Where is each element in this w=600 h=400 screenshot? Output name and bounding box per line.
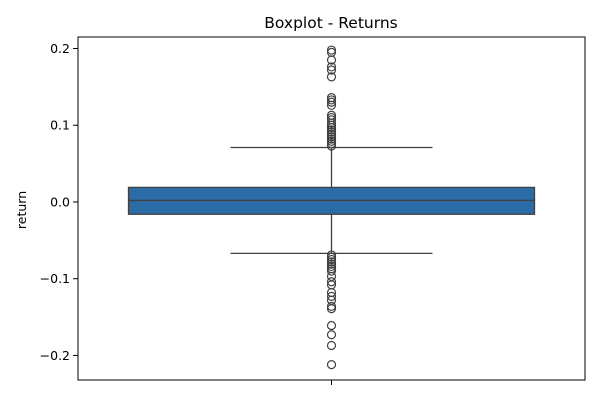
outlier-point bbox=[326, 132, 337, 142]
outlier-point bbox=[326, 261, 337, 272]
outlier-point bbox=[326, 65, 337, 75]
outlier-point bbox=[326, 320, 337, 331]
outlier-point bbox=[326, 139, 337, 149]
outlier-point bbox=[326, 360, 337, 370]
outlier-point bbox=[326, 134, 337, 144]
outlier-point bbox=[326, 340, 337, 351]
y-tick-label: −0.1 bbox=[40, 271, 70, 286]
outlier-point bbox=[326, 95, 337, 105]
outlier-point bbox=[326, 125, 337, 135]
y-axis-label: return bbox=[14, 191, 29, 229]
y-tick-label: 0.2 bbox=[50, 41, 70, 56]
y-tick-label: 0.0 bbox=[50, 194, 70, 209]
outlier-point bbox=[326, 120, 337, 130]
outlier-point bbox=[326, 266, 337, 276]
outlier-point bbox=[326, 250, 337, 260]
outlier-point bbox=[326, 127, 337, 137]
y-tick-label: 0.1 bbox=[50, 118, 70, 133]
outlier-point bbox=[326, 72, 337, 82]
outlier-point bbox=[326, 291, 337, 301]
outlier-point bbox=[326, 62, 337, 72]
outlier-point bbox=[326, 141, 337, 151]
outlier-point bbox=[326, 252, 337, 262]
chart-title: Boxplot - Returns bbox=[264, 14, 397, 32]
plot-frame bbox=[77, 36, 586, 381]
outlier-point bbox=[326, 55, 337, 65]
outlier-point bbox=[326, 122, 337, 133]
outlier-point bbox=[326, 118, 337, 128]
outlier-point bbox=[326, 97, 337, 107]
outlier-point bbox=[326, 301, 337, 311]
outlier-point bbox=[326, 257, 337, 267]
outlier-point bbox=[326, 45, 337, 55]
outlier-point bbox=[326, 100, 337, 110]
y-tick-label: −0.2 bbox=[40, 348, 70, 363]
outlier-point bbox=[326, 304, 337, 314]
outlier-point bbox=[326, 277, 337, 287]
plot-area: 0.2 0.1 0.0 −0.1 −0.2 bbox=[40, 41, 536, 385]
outlier-point bbox=[326, 330, 337, 340]
outlier-point bbox=[326, 254, 337, 265]
outlier-point bbox=[326, 129, 337, 140]
outlier-point bbox=[326, 136, 337, 146]
outlier-point bbox=[326, 259, 337, 269]
